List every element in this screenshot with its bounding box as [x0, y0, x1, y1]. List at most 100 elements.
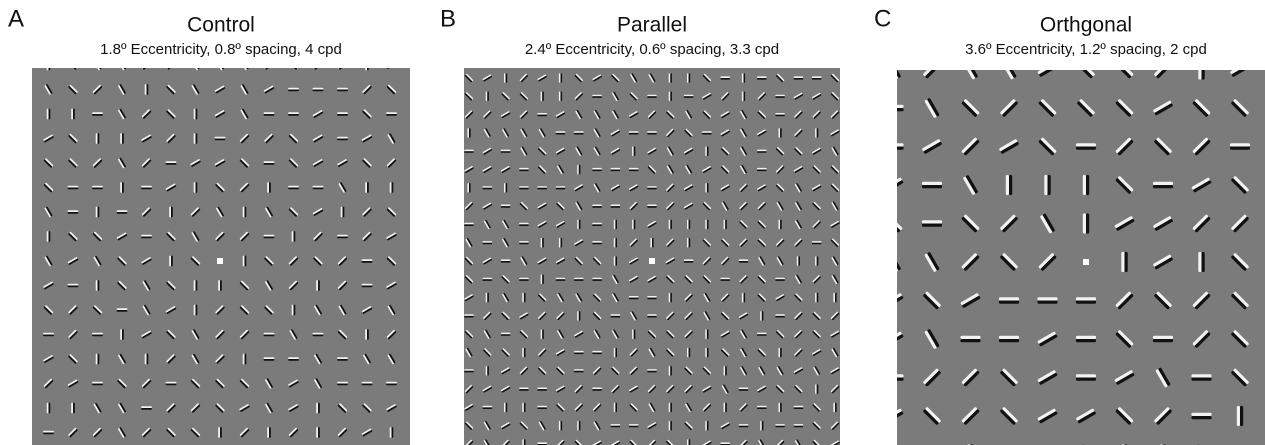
- gabor-patch: [740, 260, 748, 262]
- gabor-patch: [538, 114, 546, 116]
- gabor-patch: [758, 407, 766, 409]
- gabor-patch: [758, 169, 766, 171]
- gabor-patch: [520, 224, 528, 226]
- gabor-patch: [651, 239, 653, 247]
- gabor-patch: [465, 224, 473, 226]
- gabor-patch: [483, 187, 491, 189]
- gabor-dark-stripe: [21, 260, 29, 265]
- gabor-patch: [560, 422, 562, 430]
- gabor-light-stripe: [412, 110, 418, 116]
- gabor-patch: [575, 370, 583, 372]
- gabor-patch: [706, 349, 708, 357]
- gabor-light-stripe: [888, 255, 897, 270]
- gabor-light-stripe: [265, 61, 271, 67]
- gabor-patch: [611, 169, 619, 171]
- gabor-patch: [703, 132, 711, 134]
- gabor-patch: [557, 187, 565, 189]
- gabor-light-stripe: [20, 61, 26, 67]
- gabor-patch: [593, 242, 601, 244]
- gabor-patch: [630, 169, 638, 171]
- gabor-light-stripe: [20, 331, 26, 337]
- gabor-patch: [740, 388, 748, 390]
- gabor-patch: [648, 315, 656, 317]
- gabor-patch: [483, 242, 491, 244]
- gabor-patch: [1084, 215, 1087, 232]
- gabor-patch: [23, 355, 25, 364]
- gabor-patch: [560, 74, 562, 82]
- gabor-patch: [724, 220, 726, 228]
- gabor-patch: [523, 403, 525, 411]
- gabor-patch: [779, 403, 781, 411]
- gabor-dark-stripe: [21, 209, 27, 215]
- gabor-patch: [924, 183, 941, 186]
- gabor-patch: [593, 388, 601, 390]
- gabor-patch: [541, 330, 543, 338]
- gabor-patch: [20, 208, 28, 216]
- gabor-patch: [21, 379, 27, 388]
- gabor-patch: [541, 92, 543, 100]
- gabor-patch: [412, 331, 420, 339]
- gabor-dark-stripe: [20, 405, 26, 411]
- gabor-patch: [615, 220, 617, 228]
- gabor-patch: [740, 425, 748, 427]
- gabor-patch: [648, 187, 656, 189]
- gabor-patch: [611, 315, 619, 317]
- gabor-patch: [794, 407, 802, 409]
- gabor-patch: [1078, 376, 1095, 379]
- gabor-patch: [688, 349, 690, 357]
- gabor-patch: [776, 96, 784, 98]
- gabor-patch: [688, 220, 690, 228]
- gabor-patch: [743, 92, 745, 100]
- gabor-patch: [538, 407, 546, 409]
- gabor-patch: [885, 376, 902, 379]
- gabor-patch: [706, 220, 708, 228]
- gabor-light-stripe: [70, 61, 76, 67]
- gabor-dark-stripe: [21, 185, 27, 191]
- gabor-light-stripe: [20, 160, 28, 165]
- gabor-patch: [794, 425, 802, 427]
- gabor-patch: [468, 129, 470, 137]
- gabor-dark-stripe: [219, 61, 224, 69]
- gabor-patch: [648, 132, 656, 134]
- gabor-dark-stripe: [886, 219, 898, 231]
- gabor-light-stripe: [413, 356, 418, 364]
- gabor-patch: [412, 211, 421, 213]
- panel-title: Control: [187, 14, 255, 37]
- gabor-patch: [412, 260, 421, 262]
- gabor-patch: [20, 258, 29, 264]
- gabor-patch: [593, 352, 601, 354]
- gabor-patch: [412, 138, 421, 140]
- gabor-patch: [670, 403, 672, 411]
- gabor-patch: [1123, 254, 1126, 271]
- gabor-patch: [834, 403, 836, 411]
- gabor-patch: [1232, 145, 1249, 148]
- gabor-patch: [1078, 145, 1095, 148]
- gabor-patch: [758, 77, 766, 79]
- gabor-dark-stripe: [315, 62, 321, 68]
- figure: A Control 1.8º Eccentricity, 0.8º spacin…: [0, 0, 1265, 445]
- gabor-patch: [798, 257, 800, 265]
- gabor-patch: [520, 187, 528, 189]
- gabor-dark-stripe: [388, 64, 396, 69]
- gabor-patch: [1193, 414, 1210, 417]
- gabor-patch: [560, 92, 562, 100]
- gabor-patch: [630, 425, 638, 427]
- gabor-patch: [688, 74, 690, 82]
- gabor-patch: [412, 285, 421, 287]
- gabor-patch: [387, 62, 396, 68]
- gabor-patch: [670, 220, 672, 228]
- gabor-patch: [688, 239, 690, 247]
- gabor-light-stripe: [21, 380, 26, 388]
- gabor-patch: [794, 77, 802, 79]
- gabor-patch: [415, 379, 417, 388]
- gabor-dark-stripe: [891, 61, 900, 76]
- gabor-dark-stripe: [23, 379, 28, 387]
- gabor-patch: [1193, 376, 1210, 379]
- gabor-patch: [1078, 337, 1095, 340]
- gabor-patch: [520, 242, 528, 244]
- gabor-patch: [776, 279, 784, 281]
- panel-title: Orthgonal: [1040, 14, 1132, 37]
- panel-subtitle: 3.6º Eccentricity, 1.2º spacing, 2 cpd: [965, 41, 1207, 58]
- gabor-light-stripe: [412, 405, 420, 410]
- gabor-dark-stripe: [168, 62, 174, 68]
